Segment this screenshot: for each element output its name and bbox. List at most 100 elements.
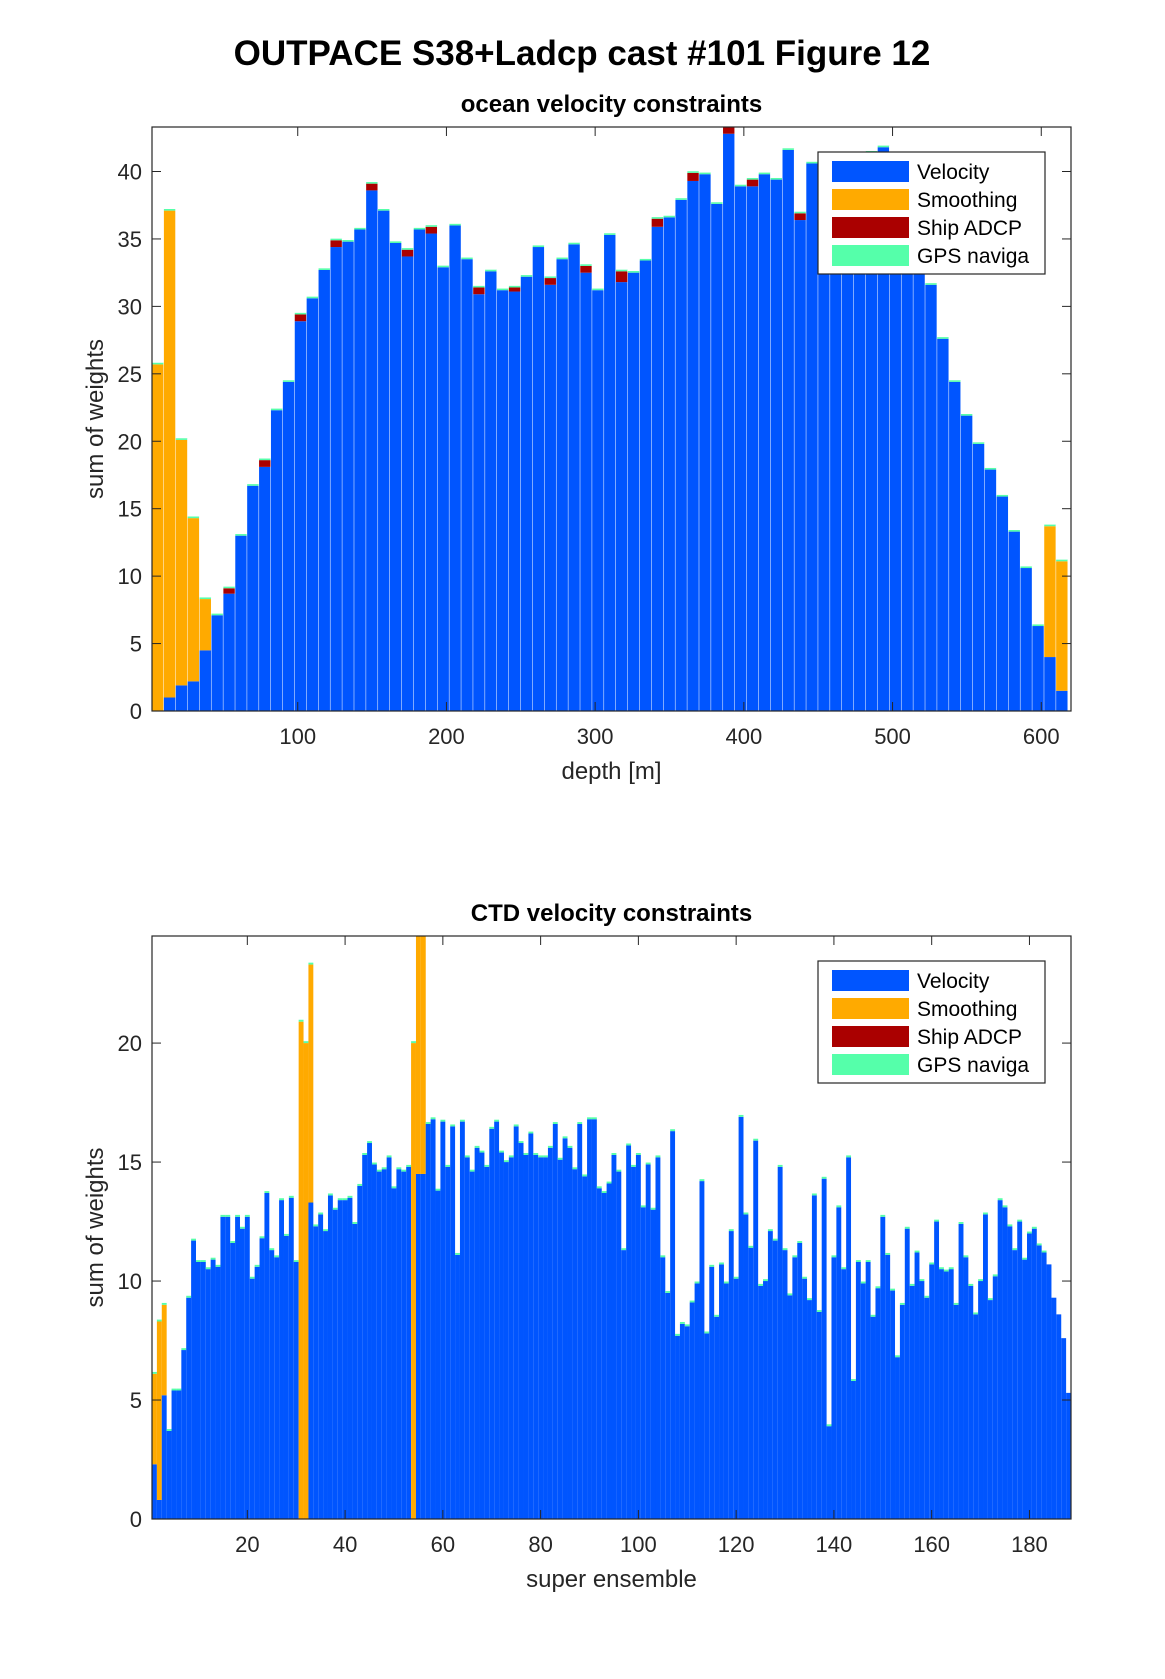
bar-gps-naviga: [323, 1229, 328, 1232]
bar-velocity: [330, 247, 343, 711]
bar-velocity: [484, 1166, 490, 1519]
bar-gps-naviga: [318, 268, 331, 270]
bar-velocity: [406, 1166, 412, 1519]
bar-gps-naviga: [939, 1267, 944, 1270]
bar-gps-naviga: [1007, 1224, 1013, 1227]
chart-1: 100 200 300 400 500 600 0 5 10 15 20 25 30 35 40 ocean …: [82, 91, 1072, 785]
bar-velocity: [489, 1128, 495, 1519]
bar-gps-naviga: [777, 1164, 783, 1167]
bar-gps-naviga: [381, 1167, 387, 1170]
bar-velocity: [675, 199, 688, 711]
bar-velocity: [1041, 1252, 1047, 1519]
bar-velocity: [494, 1121, 500, 1519]
bar-velocity: [711, 203, 724, 711]
bar-velocity: [640, 1207, 646, 1519]
bar-gps-naviga: [675, 198, 688, 200]
bar-velocity: [247, 485, 260, 711]
bar-gps-naviga: [615, 269, 628, 272]
bar-gps-naviga: [895, 1355, 900, 1358]
bar-gps-naviga: [396, 1167, 402, 1170]
bar-gps-naviga: [211, 613, 224, 616]
bar-velocity: [787, 1295, 793, 1519]
bar-velocity: [523, 1154, 529, 1519]
bar-gps-naviga: [508, 285, 521, 288]
bar-gps-naviga: [235, 1214, 240, 1217]
x-tick-label: 60: [431, 1532, 455, 1557]
bar-gps-naviga: [958, 1222, 964, 1224]
bar-smoothing: [1044, 526, 1057, 658]
bar-gps-naviga: [704, 1331, 710, 1334]
chart-2: 20 40 60 80 100 120 140 160 180 0 5 10 15 20 CTD veloc…: [82, 900, 1072, 1593]
bar-velocity: [264, 1193, 270, 1519]
bar-velocity: [963, 1257, 969, 1519]
bar-velocity: [996, 496, 1009, 711]
bar-velocity: [621, 1250, 627, 1519]
bar-gps-naviga: [694, 1281, 700, 1284]
bar-gps-naviga: [449, 223, 462, 226]
bar-velocity: [777, 1166, 783, 1519]
bar-gps-naviga: [719, 1262, 724, 1265]
bar-gps-naviga: [1012, 1248, 1018, 1251]
bars: [152, 936, 1071, 1519]
y-tick-label: 35: [118, 227, 142, 252]
bar-velocity: [758, 174, 771, 711]
bar-velocity: [836, 1207, 842, 1519]
bar-velocity: [984, 469, 997, 711]
x-tick-label: 80: [528, 1532, 552, 1557]
bar-velocity: [719, 1264, 724, 1519]
bar-velocity: [811, 1195, 817, 1519]
bar-gps-naviga: [734, 184, 747, 187]
bar-velocity: [1027, 1233, 1032, 1519]
bar-gps-naviga: [520, 275, 533, 277]
bar-velocity: [497, 290, 509, 711]
bar-gps-naviga: [841, 1267, 847, 1270]
bar-velocity: [983, 1214, 988, 1519]
y-tick-label: 10: [118, 1269, 142, 1294]
bar-smoothing: [420, 936, 426, 1174]
bar-gps-naviga: [513, 1124, 519, 1127]
bar-gps-naviga: [807, 1298, 812, 1301]
bar-velocity: [461, 259, 474, 711]
bar-velocity: [782, 1250, 788, 1519]
bar-gps-naviga: [639, 258, 652, 261]
bar-gps-naviga: [877, 145, 890, 148]
bar-gps-naviga: [914, 1250, 920, 1253]
bar-velocity: [929, 1264, 935, 1519]
bar-velocity: [1022, 1259, 1028, 1519]
bar-velocity: [518, 1143, 524, 1519]
bar-velocity: [924, 1297, 930, 1519]
x-tick-label: 500: [874, 724, 911, 749]
bar-smoothing: [152, 364, 164, 711]
bar-velocity: [175, 685, 188, 711]
bar-gps-naviga: [651, 217, 664, 219]
bar-gps-naviga: [163, 209, 176, 211]
bar-velocity: [544, 284, 557, 711]
bar-gps-naviga: [406, 1164, 412, 1167]
bar-velocity: [283, 1235, 289, 1519]
bar-gps-naviga: [288, 1195, 294, 1198]
legend-swatch-smoothing: [832, 998, 909, 1019]
bar-gps-naviga: [378, 209, 390, 211]
bar-gps-naviga: [655, 1155, 661, 1158]
bar-gps-naviga: [230, 1241, 236, 1243]
bar-gps-naviga: [963, 1255, 969, 1258]
bar-gps-naviga: [689, 1300, 695, 1303]
bar-velocity: [528, 1133, 534, 1519]
bar-gps-naviga: [782, 1248, 788, 1251]
bar-smoothing: [175, 439, 188, 686]
bar-gps-naviga: [987, 1298, 993, 1301]
bar-gps-naviga: [1022, 1257, 1028, 1260]
x-tick-label: 180: [1011, 1532, 1048, 1557]
bar-gps-naviga: [282, 380, 295, 382]
bar-gps-naviga: [479, 1150, 485, 1153]
bar-velocity: [220, 1216, 226, 1519]
bar-gps-naviga: [1027, 1231, 1032, 1234]
bar-velocity: [802, 1278, 808, 1519]
bar-velocity: [386, 1157, 392, 1519]
bar-velocity: [821, 1178, 827, 1519]
bar-gps-naviga: [621, 1248, 627, 1251]
bar-gps-naviga: [532, 245, 545, 248]
bar-gps-naviga: [992, 1274, 998, 1277]
bar-velocity: [161, 1395, 167, 1519]
bar-gps-naviga: [711, 202, 724, 204]
